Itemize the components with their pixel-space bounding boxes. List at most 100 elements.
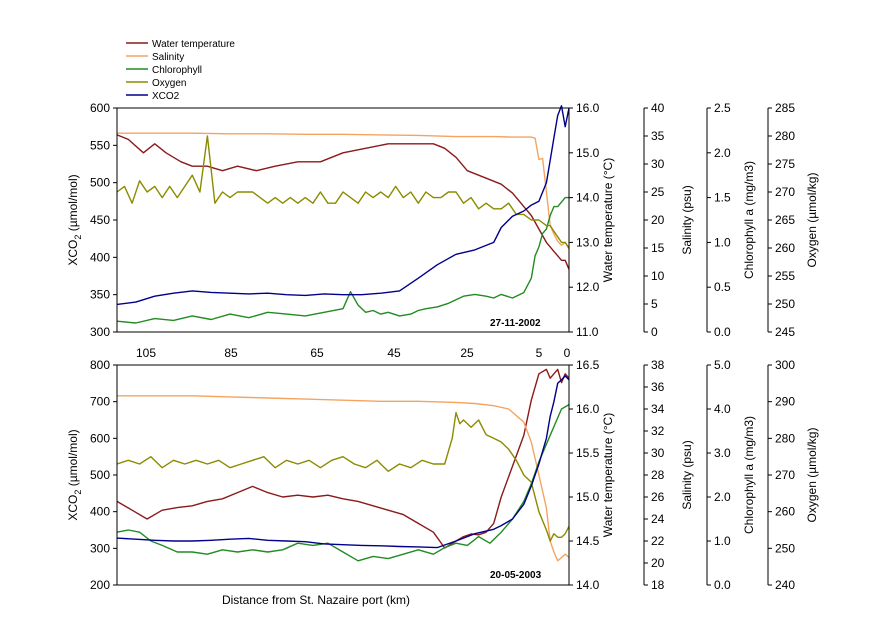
xco2-tick-label: 550 xyxy=(90,138,110,152)
sal-axis: 18 20 22 24 26 28 30 32 34 36 38 Salinity (psu) xyxy=(643,358,694,592)
xco2-tick-label: 500 xyxy=(90,176,110,190)
chl-tick-label: 1.0 xyxy=(714,235,731,249)
oxy-tick-label: 250 xyxy=(775,297,795,311)
chl-tick-label: 0.0 xyxy=(714,578,731,592)
sal-tick-label: 25 xyxy=(651,185,665,199)
oxy-axis: 240 250 260 270 280 290 300 Oxygen (µmol/kg) xyxy=(767,358,819,592)
series-line-salinity xyxy=(117,395,570,562)
oxy-tick-label: 290 xyxy=(775,395,795,409)
x-tick-label: 25 xyxy=(460,346,474,360)
sal-axis-title: Salinity (psu) xyxy=(680,440,694,509)
chl-tick-label: 3.0 xyxy=(714,446,731,460)
chl-tick-label: 2.0 xyxy=(714,490,731,504)
series-line-xco2 xyxy=(116,375,570,549)
legend-item-oxygen: Oxygen xyxy=(126,78,186,89)
temp-tick-label: 11.0 xyxy=(576,325,599,339)
panel-top-marks xyxy=(116,105,570,324)
sal-tick-label: 24 xyxy=(651,512,665,526)
temp-tick-label: 16.0 xyxy=(576,101,600,115)
chl-tick-label: 0.0 xyxy=(714,325,731,339)
xco2-tick-label: 400 xyxy=(90,250,110,264)
panel-top-x-tick-labels: 105 85 65 45 25 5 0 xyxy=(136,346,571,360)
oxy-axis: 245 250 255 260 265 270 275 280 285 Oxygen (µmol/… xyxy=(767,101,819,339)
xco2-tick-label: 400 xyxy=(90,505,110,519)
xco2-tick-label: 600 xyxy=(90,101,110,115)
temp-tick-label: 15.5 xyxy=(576,446,600,460)
oxy-tick-label: 285 xyxy=(775,101,795,115)
series-line-chlorophyll xyxy=(116,403,570,562)
oxy-tick-label: 260 xyxy=(775,241,795,255)
sal-tick-label: 18 xyxy=(651,578,665,592)
temp-tick-label: 14.0 xyxy=(576,578,600,592)
xco2-tick-label: 200 xyxy=(90,578,110,592)
temp-tick-label: 13.0 xyxy=(576,235,600,249)
legend-item-chlorophyll: Chlorophyll xyxy=(126,65,202,76)
sal-tick-label: 40 xyxy=(651,101,665,115)
oxy-tick-label: 260 xyxy=(775,505,795,519)
oxy-tick-label: 275 xyxy=(775,157,795,171)
chl-tick-label: 2.5 xyxy=(714,101,731,115)
x-tick-label: 85 xyxy=(224,346,238,360)
sal-tick-label: 26 xyxy=(651,490,665,504)
panel-top-plot-frame xyxy=(116,107,570,333)
sal-tick-label: 38 xyxy=(651,358,665,372)
temp-axis-title: Water temperature (°C) xyxy=(601,413,615,537)
sal-tick-label: 0 xyxy=(651,325,658,339)
x-tick-label: 0 xyxy=(564,346,571,360)
series-line-oxygen xyxy=(116,412,570,542)
oxy-tick-label: 300 xyxy=(775,358,795,372)
temp-tick-label: 14.0 xyxy=(576,191,600,205)
legend-item-xco2: XCO2 xyxy=(126,91,180,102)
sal-tick-label: 20 xyxy=(651,213,665,227)
xco2-axis: 200 300 400 500 600 700 800 XCO2 (µmol/mol) xyxy=(66,358,117,592)
oxy-tick-label: 250 xyxy=(775,541,795,555)
series-line-xco2 xyxy=(116,105,570,306)
sal-tick-label: 15 xyxy=(651,241,665,255)
series-line-oxygen xyxy=(116,135,570,249)
temp-axis: 14.0 14.5 15.0 15.5 16.0 16.5 Water temperatur… xyxy=(569,358,615,592)
x-axis-title: Distance from St. Nazaire port (km) xyxy=(222,593,410,607)
chl-tick-label: 2.0 xyxy=(714,146,731,160)
xco2-tick-label: 600 xyxy=(90,431,110,445)
temp-tick-label: 12.0 xyxy=(576,280,600,294)
series-line-water-temperature xyxy=(116,134,570,270)
legend-label-oxygen: Oxygen xyxy=(152,78,186,89)
xco2-tick-label: 800 xyxy=(90,358,110,372)
x-tick-label: 105 xyxy=(136,346,156,360)
sal-tick-label: 34 xyxy=(651,402,665,416)
legend: Water temperature Salinity Chlorophyll O… xyxy=(126,39,235,102)
xco2-tick-label: 450 xyxy=(90,213,110,227)
xco2-tick-label: 300 xyxy=(90,325,110,339)
chl-tick-label: 1.0 xyxy=(714,534,731,548)
oxy-tick-label: 280 xyxy=(775,129,795,143)
legend-item-water-temperature: Water temperature xyxy=(126,39,235,50)
sal-tick-label: 5 xyxy=(651,297,658,311)
xco2-tick-label: 350 xyxy=(90,288,110,302)
panel-bottom-date-label: 20-05-2003 xyxy=(490,570,542,581)
series-line-water-temperature xyxy=(116,368,570,549)
xco2-axis: 300 350 400 450 500 550 600 XCO2 (µmol/mol) xyxy=(66,101,117,339)
oxy-tick-label: 240 xyxy=(775,578,795,592)
sal-tick-label: 22 xyxy=(651,534,665,548)
temp-tick-label: 14.5 xyxy=(576,534,600,548)
sal-tick-label: 36 xyxy=(651,380,665,394)
oxy-tick-label: 255 xyxy=(775,269,795,283)
xco2-tick-label: 300 xyxy=(90,541,110,555)
oxy-tick-label: 280 xyxy=(775,431,795,445)
xco2-tick-label: 700 xyxy=(90,395,110,409)
sal-tick-label: 30 xyxy=(651,157,665,171)
sal-tick-label: 20 xyxy=(651,556,665,570)
legend-item-salinity: Salinity xyxy=(126,52,184,63)
chl-tick-label: 0.5 xyxy=(714,280,731,294)
x-tick-label: 65 xyxy=(310,346,324,360)
chl-axis: 0.0 1.0 2.0 3.0 4.0 5.0 Chlorophyll a (mg/m3) xyxy=(706,358,756,592)
series-line-chlorophyll xyxy=(116,196,569,324)
panel-bottom-axes: 200 300 400 500 600 700 800 XCO2 (µmol/mol) 14.0… xyxy=(66,358,819,592)
oxy-tick-label: 245 xyxy=(775,325,795,339)
temp-axis-title: Water temperature (°C) xyxy=(601,158,615,282)
sal-tick-label: 30 xyxy=(651,446,665,460)
